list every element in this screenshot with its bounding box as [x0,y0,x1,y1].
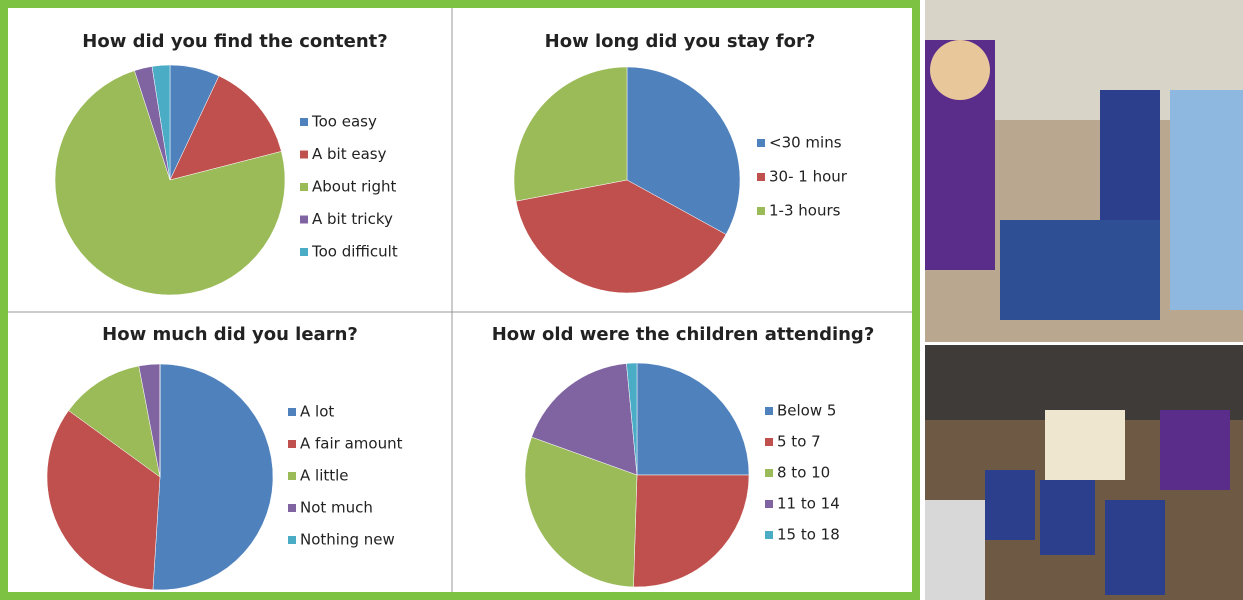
legend-label: 5 to 7 [777,433,821,451]
chart-title: How old were the children attending? [492,324,875,345]
legend-label: Not much [300,499,373,517]
legend-label: 30- 1 hour [769,168,848,186]
legend-swatch [300,118,308,126]
photo [925,0,1243,342]
legend-label: 1-3 hours [769,202,841,220]
legend-label: A fair amount [300,435,403,453]
legend-swatch [765,469,773,477]
legend-swatch [765,500,773,508]
legend-swatch [765,438,773,446]
legend-label: 8 to 10 [777,464,830,482]
legend-swatch [300,216,308,224]
slide: How did you find the content? Too easy A b… [0,0,1243,600]
legend-label: 11 to 14 [777,495,840,513]
legend-swatch [288,504,296,512]
chart-title: How much did you learn? [102,324,358,345]
legend-swatch [300,151,308,159]
legend-label: A lot [300,403,334,421]
legend-label: Below 5 [777,402,836,420]
chart-title: How long did you stay for? [545,31,816,52]
legend-label: 15 to 18 [777,526,840,544]
legend-swatch [765,407,773,415]
legend-swatch [288,408,296,416]
legend-swatch [757,207,765,215]
legend-label: A bit tricky [312,210,393,228]
photo [925,345,1243,600]
legend-swatch [300,183,308,191]
legend-swatch [288,440,296,448]
legend-label: About right [312,178,396,196]
legend-swatch [288,472,296,480]
legend-label: A bit easy [312,145,387,163]
legend-label: Too difficult [311,243,398,261]
chart-title: How did you find the content? [82,31,387,52]
legend-label: Too easy [311,113,377,131]
legend-label: <30 mins [769,134,842,152]
legend-swatch [765,531,773,539]
legend-swatch [288,536,296,544]
legend-swatch [757,173,765,181]
legend-swatch [300,248,308,256]
legend-label: Nothing new [300,531,395,549]
legend-swatch [757,139,765,147]
legend-label: A little [300,467,349,485]
